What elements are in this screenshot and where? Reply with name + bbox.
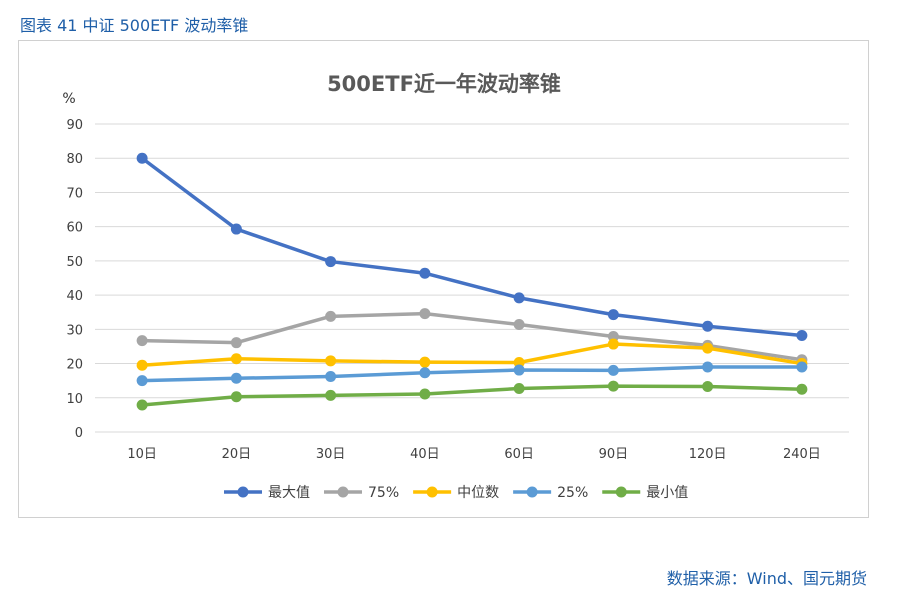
data-point [513, 364, 525, 376]
data-point [702, 361, 714, 373]
series-最小值 [136, 380, 808, 411]
y-tick-label: 80 [66, 152, 83, 167]
data-point [136, 335, 148, 347]
y-tick-label: 90 [66, 118, 83, 133]
series-line [140, 365, 804, 383]
x-tick-label: 90日 [599, 447, 629, 462]
data-source-note: 数据来源：Wind、国元期货 [666, 569, 867, 588]
legend-label: 75% [368, 485, 399, 501]
data-point [419, 308, 431, 320]
data-point [607, 364, 619, 376]
legend: 最大值 75% 中位数 25% 最小值 [224, 485, 688, 501]
series-25% [136, 361, 808, 387]
series-line [140, 342, 804, 368]
data-point [325, 310, 337, 322]
data-point [513, 319, 525, 331]
y-tick-label: 60 [66, 221, 83, 236]
legend-swatch-marker [337, 486, 349, 498]
data-point [513, 357, 525, 369]
legend-item: 25% [513, 485, 588, 501]
data-point [607, 309, 619, 321]
data-point [325, 389, 337, 401]
data-point [702, 380, 714, 392]
legend-label: 中位数 [457, 485, 499, 501]
legend-swatch-marker [426, 486, 438, 498]
series-line [140, 384, 804, 407]
x-tick-label: 20日 [222, 447, 252, 462]
x-axis-ticks: 10日 20日 30日 40日 60日 90日 120日 240日 [127, 447, 820, 462]
data-point [796, 329, 808, 341]
y-axis-ticks: 0 10 20 30 40 50 60 70 80 90 [66, 118, 83, 441]
legend-swatch-marker [526, 486, 538, 498]
legend-item: 最大值 [224, 485, 310, 501]
series-group [136, 152, 808, 411]
data-point [230, 353, 242, 365]
data-point [796, 361, 808, 373]
data-point [419, 356, 431, 368]
series-最大值 [136, 152, 808, 341]
legend-swatch-marker [615, 486, 627, 498]
y-tick-label: 10 [66, 392, 83, 407]
data-point [136, 399, 148, 411]
y-tick-label: 30 [66, 323, 83, 338]
chart-frame: 500ETF近一年波动率锥 % 0 10 20 30 40 50 60 70 80 90 10日 2… [18, 40, 869, 518]
series-中位数 [136, 338, 808, 371]
x-tick-label: 240日 [783, 447, 821, 462]
data-point [513, 292, 525, 304]
legend-swatch-marker [237, 486, 249, 498]
x-tick-label: 30日 [316, 447, 346, 462]
legend-item: 最小值 [602, 485, 688, 501]
data-point [136, 359, 148, 371]
volatility-cone-chart: 500ETF近一年波动率锥 % 0 10 20 30 40 50 60 70 80 90 10日 2… [62, 72, 849, 501]
figure-caption: 图表 41 中证 500ETF 波动率锥 [20, 16, 249, 35]
data-point [136, 152, 148, 164]
x-tick-label: 10日 [127, 447, 157, 462]
data-point [325, 355, 337, 367]
data-point [702, 342, 714, 354]
data-point [513, 383, 525, 395]
data-point [419, 388, 431, 400]
data-point [607, 380, 619, 392]
y-tick-label: 20 [66, 358, 83, 373]
legend-item: 75% [324, 485, 399, 501]
x-tick-label: 60日 [504, 447, 534, 462]
data-point [230, 391, 242, 403]
data-point [325, 371, 337, 383]
data-point [136, 375, 148, 387]
legend-label: 25% [557, 485, 588, 501]
legend-item: 中位数 [413, 485, 499, 501]
chart-title: 500ETF近一年波动率锥 [327, 72, 561, 96]
data-point [796, 383, 808, 395]
y-tick-label: 40 [66, 289, 83, 304]
series-line [140, 156, 804, 338]
data-point [419, 367, 431, 379]
data-point [230, 337, 242, 349]
y-tick-label: 70 [66, 186, 83, 201]
data-point [230, 372, 242, 384]
data-point [702, 320, 714, 332]
y-tick-label: 0 [75, 426, 83, 441]
data-point [607, 338, 619, 350]
y-axis-unit-label: % [62, 91, 75, 107]
series-line [140, 311, 804, 362]
x-tick-label: 40日 [410, 447, 440, 462]
y-tick-label: 50 [66, 255, 83, 270]
data-point [230, 223, 242, 235]
data-point [419, 267, 431, 279]
legend-label: 最大值 [268, 485, 310, 501]
data-point [607, 331, 619, 343]
data-point [325, 256, 337, 268]
x-tick-label: 120日 [689, 447, 727, 462]
legend-label: 最小值 [646, 485, 688, 501]
